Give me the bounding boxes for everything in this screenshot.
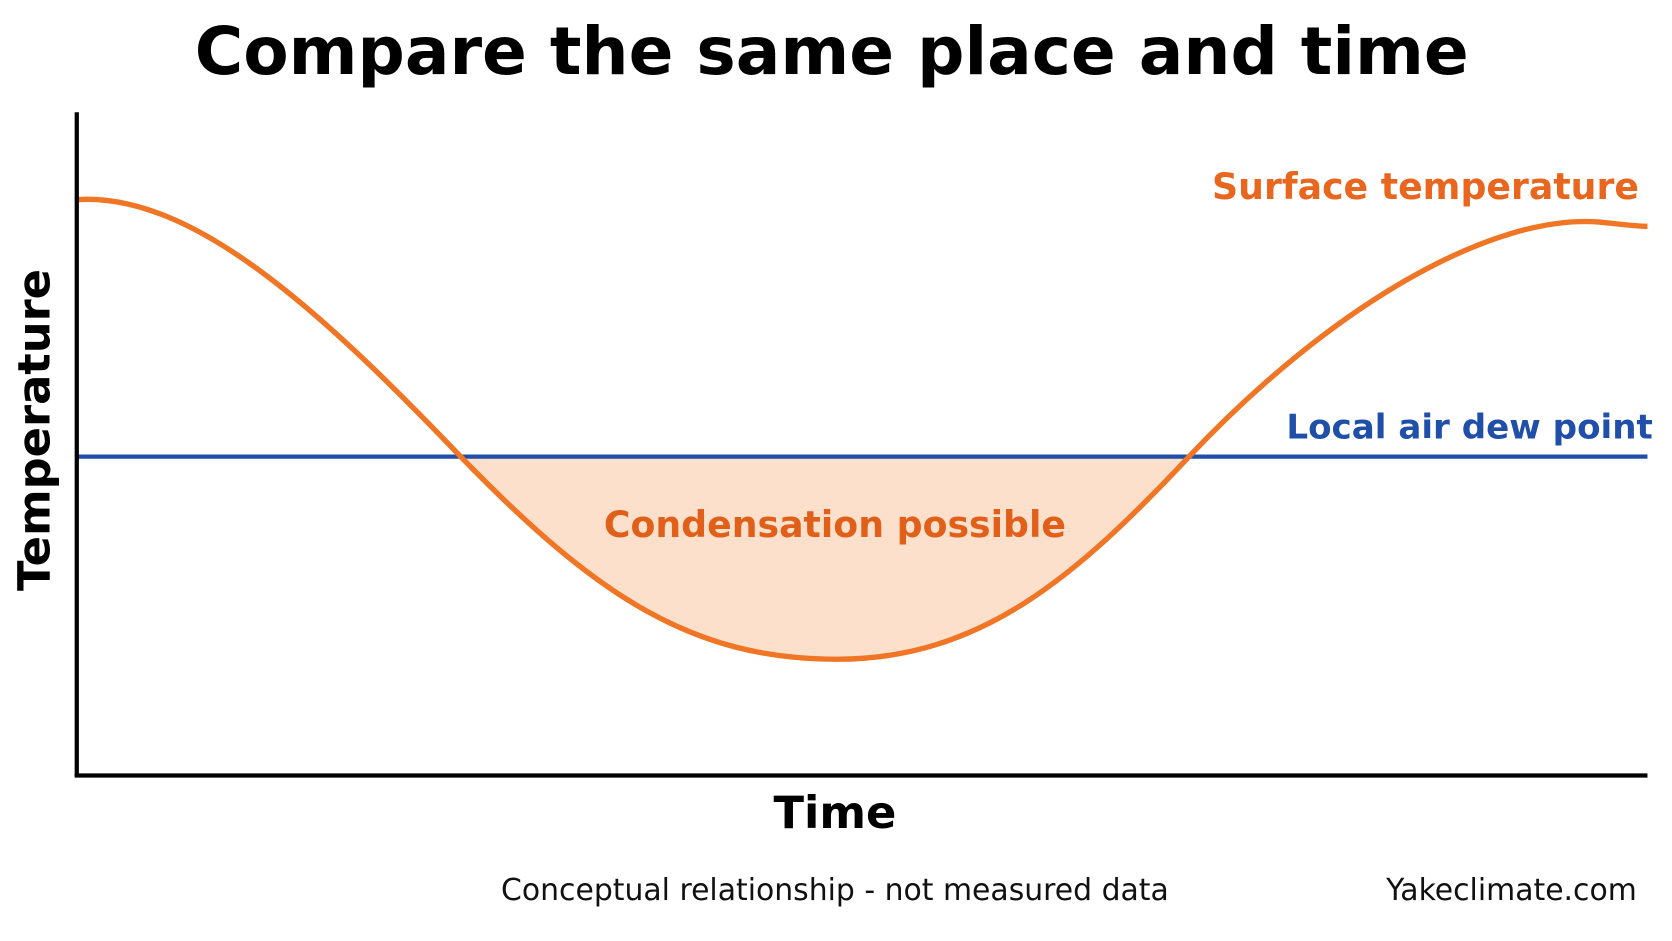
series-label: Surface temperature <box>1212 165 1639 208</box>
surface-temperature-curve <box>76 196 1648 662</box>
series-label: Local air dew point <box>1286 407 1652 447</box>
footnote: Conceptual relationship - not measured d… <box>501 873 1169 908</box>
source: Yakeclimate.com <box>1385 873 1637 908</box>
y-axis-label: Temperature <box>7 269 60 591</box>
region-label: Condensation possible <box>604 503 1066 546</box>
x-axis-label: Time <box>773 786 896 839</box>
chart-title: Compare the same place and time <box>195 13 1469 90</box>
